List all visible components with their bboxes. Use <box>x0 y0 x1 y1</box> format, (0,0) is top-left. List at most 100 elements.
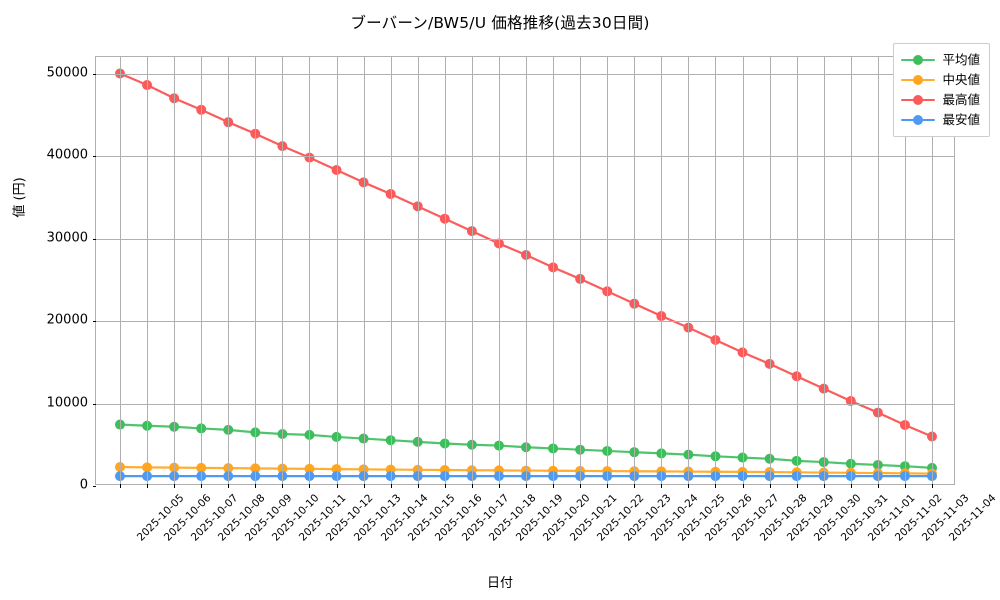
data-point <box>737 347 748 358</box>
gridline-horizontal <box>96 156 954 157</box>
x-tick-mark <box>553 484 555 488</box>
gridline-horizontal <box>96 403 954 405</box>
gridline-vertical <box>634 57 636 484</box>
x-tick-mark <box>147 484 149 488</box>
x-axis-label: 日付 <box>486 576 513 591</box>
x-tick-mark <box>174 484 176 488</box>
legend-item-3[interactable]: 最高値 <box>901 90 980 110</box>
data-point <box>331 471 342 482</box>
gridline-vertical <box>661 57 663 484</box>
gridline-vertical <box>390 57 392 484</box>
y-axis-tick-labels: 0 10000 20000 30000 40000 50000 <box>20 56 88 493</box>
gridline-horizontal <box>96 321 954 322</box>
gridline-vertical <box>147 57 149 484</box>
x-tick-mark <box>444 484 446 488</box>
legend-label: 平均値 <box>942 51 980 67</box>
gridline-vertical <box>444 57 446 484</box>
x-tick-mark <box>282 484 284 488</box>
legend-marker-icon <box>901 53 936 67</box>
gridline-vertical <box>553 57 555 484</box>
legend-item-4[interactable]: 最安値 <box>901 110 980 130</box>
data-point <box>737 452 748 463</box>
gridline-vertical <box>932 57 933 484</box>
y-tick-mark <box>92 321 96 322</box>
y-tick-label: 10000 <box>46 395 88 410</box>
legend-marker-icon <box>901 93 936 107</box>
gridline-vertical <box>526 57 527 484</box>
x-tick-mark <box>228 484 230 488</box>
gridline-vertical <box>255 57 257 484</box>
chart-title: ブーバーン/BW5/U 価格推移(過去30日間) <box>350 14 650 32</box>
x-tick-mark <box>336 484 338 488</box>
x-tick-mark <box>309 484 311 488</box>
gridline-vertical <box>363 57 365 484</box>
gridline-vertical <box>769 57 771 484</box>
legend-dot <box>913 55 924 65</box>
legend-item-1[interactable]: 平均値 <box>901 50 980 70</box>
x-tick-mark <box>850 484 852 488</box>
gridline-vertical <box>688 57 690 484</box>
x-tick-mark <box>498 484 500 488</box>
x-tick-mark <box>607 484 609 488</box>
gridline-vertical <box>823 57 825 484</box>
x-tick-mark <box>932 484 933 488</box>
x-tick-mark <box>688 484 690 488</box>
gridline-vertical <box>498 57 500 484</box>
data-point <box>331 165 342 176</box>
gridline-vertical <box>580 57 582 484</box>
gridline-vertical <box>336 57 338 484</box>
x-tick-mark <box>634 484 636 488</box>
legend-dot <box>913 115 924 125</box>
gridline-vertical <box>309 57 311 484</box>
gridline-vertical <box>850 57 852 484</box>
y-tick-label: 40000 <box>46 147 88 163</box>
legend-label: 最安値 <box>942 111 980 127</box>
y-tick-mark <box>92 403 96 405</box>
x-tick-mark <box>661 484 663 488</box>
x-tick-mark <box>120 484 121 488</box>
legend-label: 最高値 <box>942 91 980 107</box>
y-tick-label: 30000 <box>46 230 88 245</box>
gridline-horizontal <box>96 238 954 240</box>
x-tick-mark <box>390 484 392 488</box>
gridline-vertical <box>120 57 121 484</box>
gridline-horizontal <box>96 73 954 75</box>
y-tick-label: 50000 <box>46 65 88 80</box>
legend-marker-icon <box>901 73 936 87</box>
gridline-vertical <box>742 57 744 484</box>
data-point <box>737 471 748 482</box>
x-tick-mark <box>877 484 879 488</box>
chart-legend: 平均値中央値最高値最安値 <box>893 43 990 137</box>
x-tick-mark <box>526 484 527 488</box>
legend-dot <box>913 75 924 85</box>
x-tick-mark <box>363 484 365 488</box>
y-tick-label: 0 <box>79 477 88 493</box>
gridline-vertical <box>282 57 284 484</box>
x-tick-mark <box>201 484 203 488</box>
y-tick-mark <box>92 238 96 240</box>
legend-item-2[interactable]: 中央値 <box>901 70 980 90</box>
gridline-vertical <box>877 57 879 484</box>
gridline-vertical <box>904 57 906 484</box>
y-tick-label: 20000 <box>46 312 88 328</box>
x-tick-mark <box>471 484 473 488</box>
gridline-vertical <box>417 57 419 484</box>
x-tick-mark <box>580 484 582 488</box>
x-axis-tick-labels: 2025-10-05 2025-10-06 2025-10-07 2025-10-08… <box>95 489 999 569</box>
x-tick-mark <box>823 484 825 488</box>
x-tick-mark <box>769 484 771 488</box>
x-tick-mark <box>417 484 419 488</box>
legend-label: 中央値 <box>942 71 980 87</box>
x-tick-mark <box>904 484 906 488</box>
gridline-vertical <box>228 57 230 484</box>
gridline-vertical <box>471 57 473 484</box>
y-tick-mark <box>92 486 96 487</box>
legend-dot <box>913 95 924 105</box>
gridline-vertical <box>715 57 717 484</box>
data-point <box>331 464 342 475</box>
x-tick-mark <box>742 484 744 488</box>
x-tick-mark <box>715 484 717 488</box>
y-tick-mark <box>92 73 96 75</box>
x-tick-mark <box>255 484 257 488</box>
